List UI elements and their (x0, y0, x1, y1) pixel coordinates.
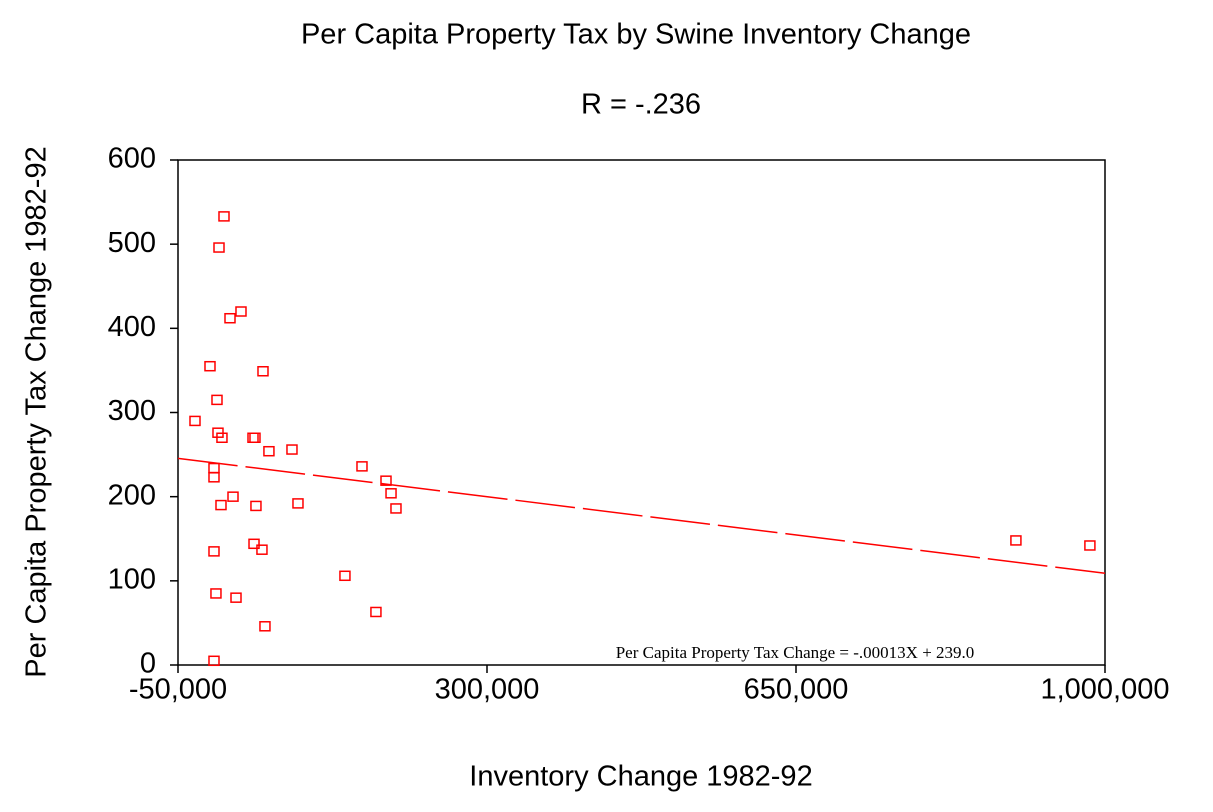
y-axis-label: Per Capita Property Tax Change 1982-92 (21, 146, 53, 677)
chart-title: Per Capita Property Tax by Swine Invento… (301, 19, 971, 51)
y-tick-label: 300 (108, 395, 156, 427)
point (1084, 540, 1096, 551)
point (208, 546, 220, 557)
point (230, 592, 242, 603)
point (213, 242, 225, 253)
point (259, 621, 271, 632)
y-tick-label: 0 (140, 648, 156, 680)
point (216, 432, 228, 443)
point (385, 488, 397, 499)
y-tick-label: 200 (108, 479, 156, 511)
point (257, 366, 269, 377)
point (227, 491, 239, 502)
point (248, 538, 260, 550)
y-tick-label: 100 (108, 563, 156, 595)
point (224, 312, 236, 324)
y-tick-label: 600 (108, 143, 156, 175)
point (204, 360, 216, 372)
point (263, 445, 275, 457)
point (339, 570, 351, 582)
point (189, 415, 201, 427)
point (211, 394, 223, 406)
point (292, 498, 304, 509)
x-tick-label: 300,000 (435, 674, 540, 706)
chart-subtitle: R = -.236 (581, 89, 701, 121)
point (235, 306, 247, 317)
point (286, 444, 298, 455)
point (215, 499, 227, 511)
point (208, 472, 220, 483)
point (390, 503, 402, 514)
point (250, 500, 262, 512)
point (218, 211, 230, 222)
point (370, 606, 382, 618)
y-tick-label: 400 (108, 311, 156, 343)
plot-frame (177, 159, 1106, 666)
y-tick-label: 500 (108, 227, 156, 259)
point (356, 461, 368, 472)
point (380, 475, 392, 486)
x-tick-label: -50,000 (129, 674, 227, 706)
point (208, 655, 220, 667)
x-tick-label: 650,000 (744, 674, 849, 706)
point (249, 432, 261, 443)
point (210, 588, 222, 599)
x-tick-label: 1,000,000 (1040, 674, 1169, 706)
regression-equation: Per Capita Property Tax Change = -.00013… (616, 643, 975, 662)
point (256, 544, 268, 555)
point (1010, 535, 1022, 546)
point (208, 462, 220, 474)
x-axis-label: Inventory Change 1982-92 (469, 761, 812, 793)
regression-line (177, 457, 1106, 575)
